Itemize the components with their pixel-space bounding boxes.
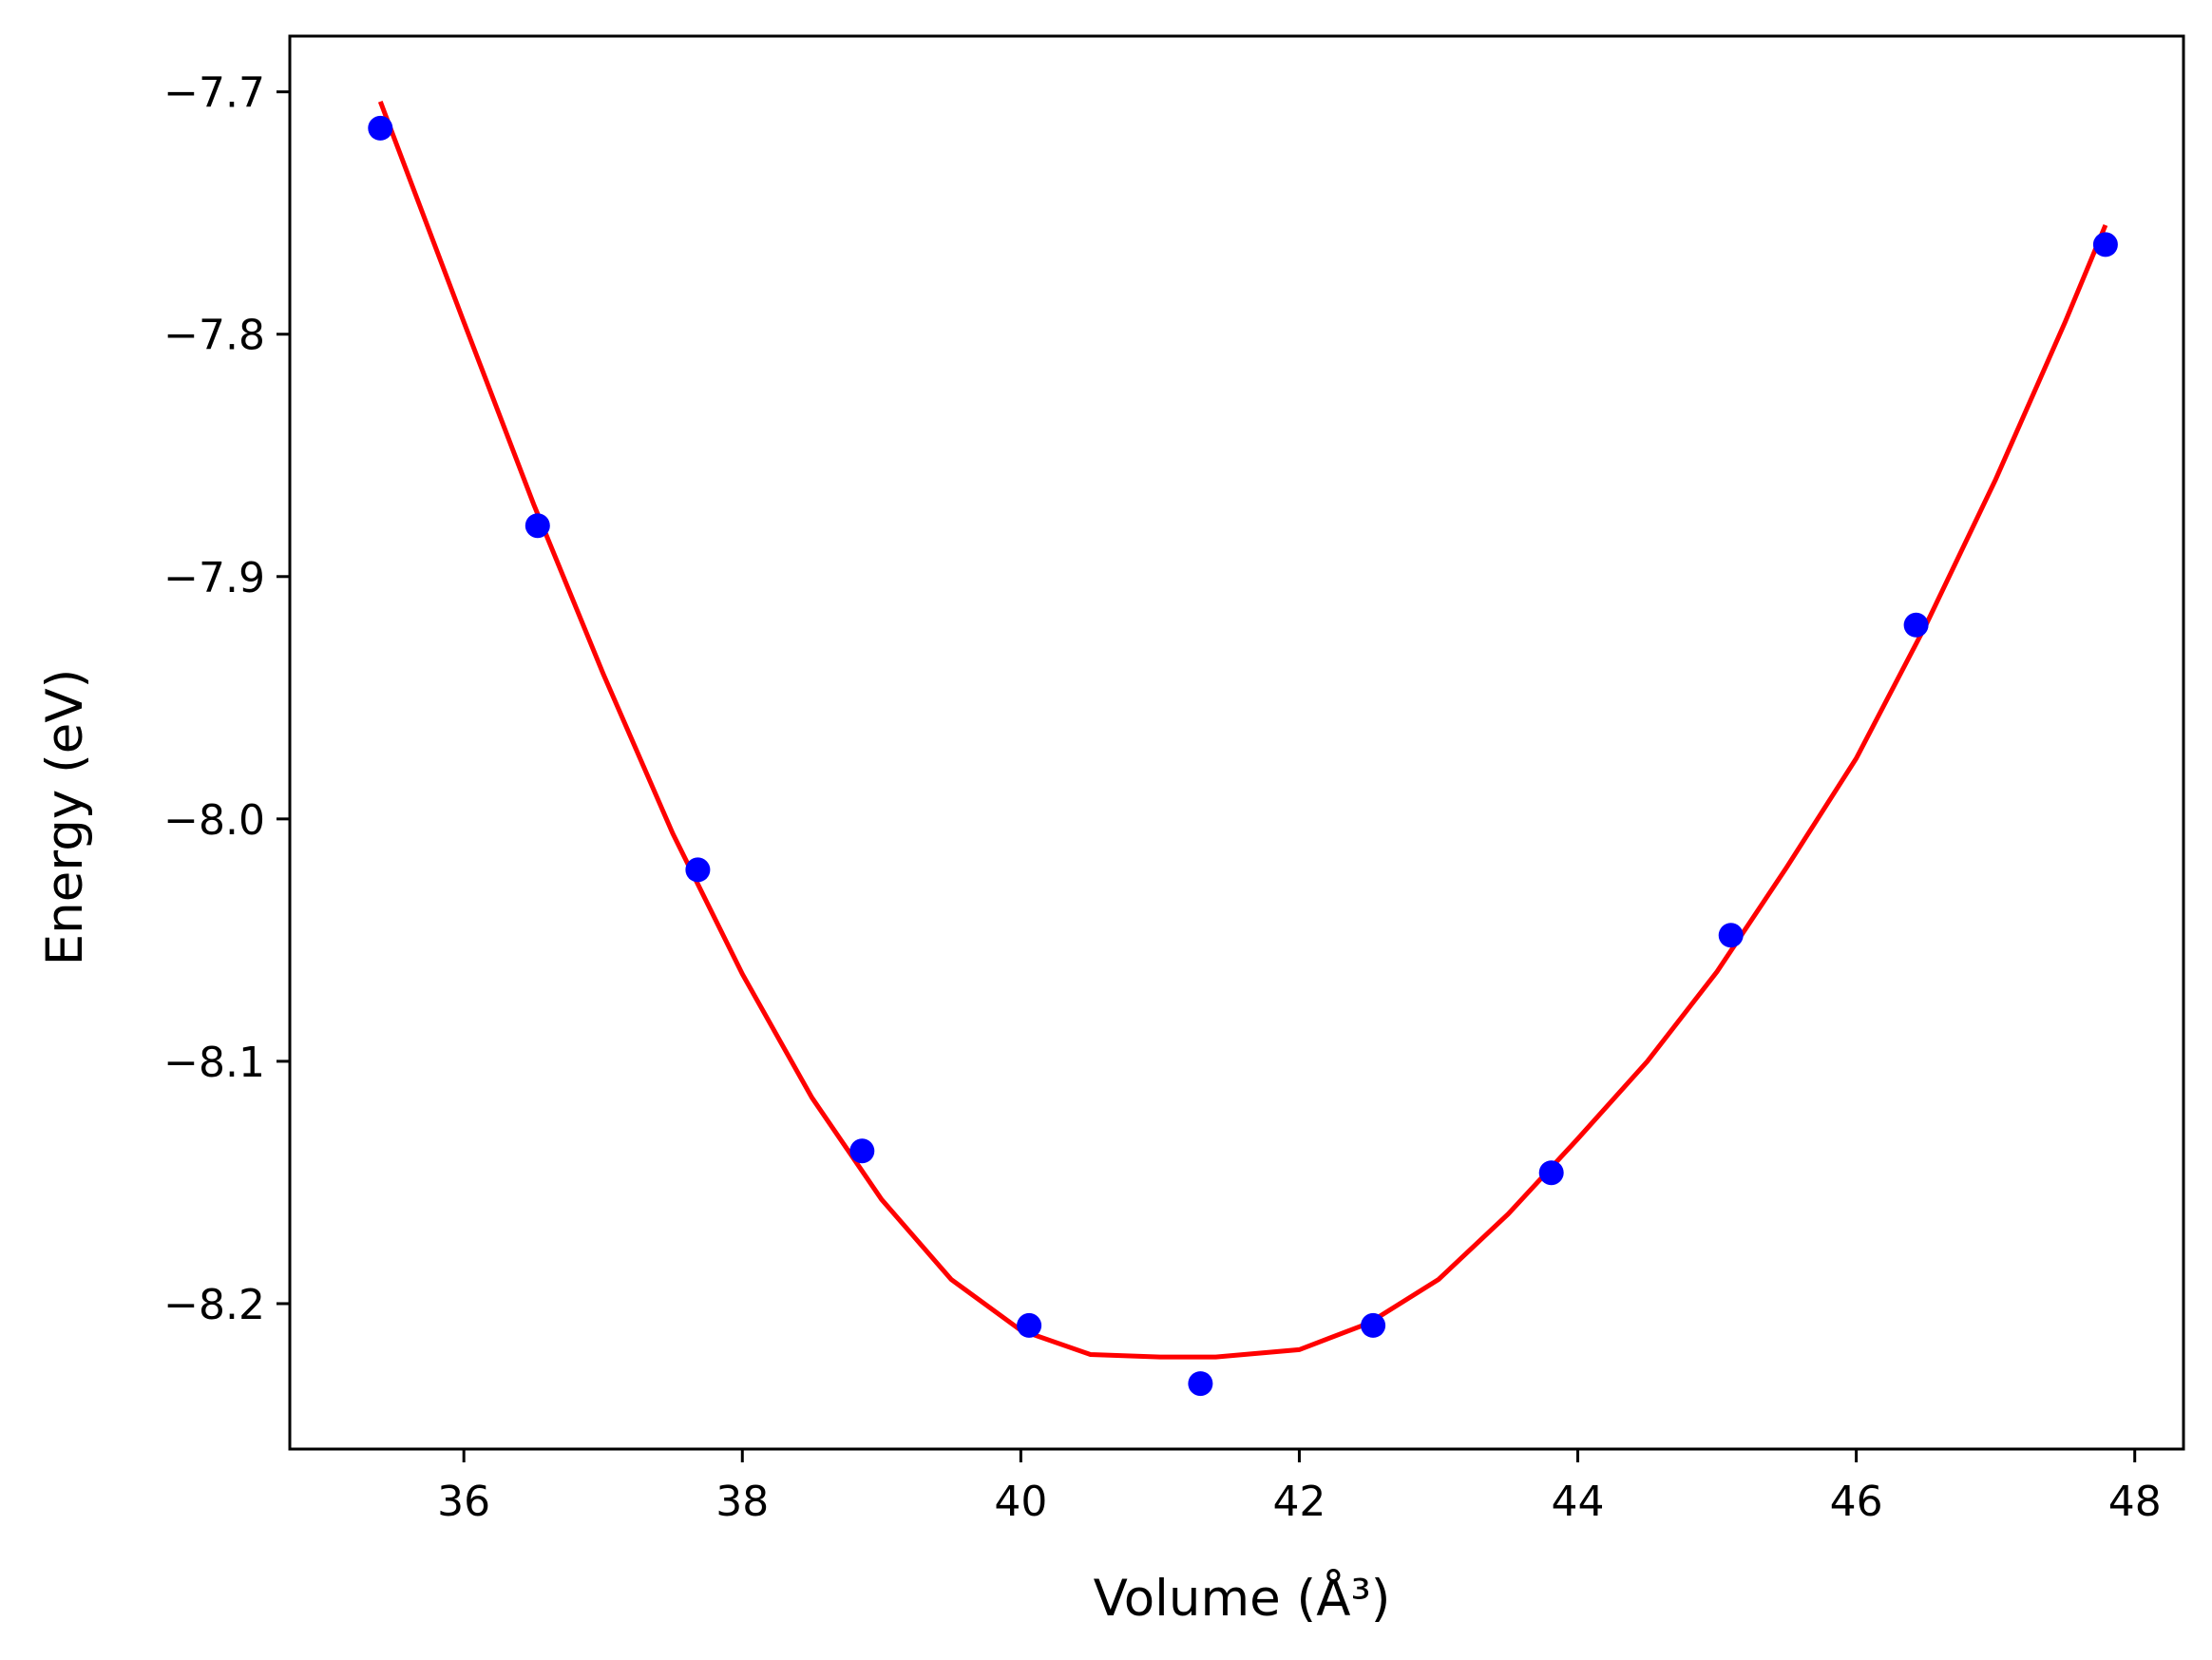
x-tick-label: 36 — [437, 1478, 490, 1526]
plot-area — [368, 101, 2118, 1397]
axes-frame — [288, 34, 2185, 1451]
y-tick-label: −8.2 — [163, 1281, 265, 1329]
data-point-1 — [368, 115, 393, 141]
fit-curve-line — [377, 101, 2108, 1360]
data-point-4 — [849, 1138, 875, 1164]
data-point-7 — [1361, 1312, 1386, 1338]
data-point-3 — [685, 857, 711, 883]
x-tick-label: 46 — [1830, 1478, 1883, 1526]
y-tick-label: −7.8 — [163, 312, 265, 360]
data-point-2 — [524, 513, 550, 539]
x-axis-label: Volume (Å³) — [1094, 1567, 1391, 1628]
y-tick-label: −7.9 — [163, 554, 265, 602]
data-point-8 — [1538, 1160, 1564, 1186]
x-tick-label: 40 — [994, 1478, 1047, 1526]
data-point-6 — [1188, 1371, 1213, 1397]
data-point-5 — [1017, 1312, 1042, 1338]
y-tick-label: −8.0 — [163, 796, 265, 845]
data-point-10 — [1903, 612, 1929, 638]
y-tick-label: −7.7 — [163, 69, 265, 118]
y-tick-label: −8.1 — [163, 1039, 265, 1087]
y-axis-label: Energy (eV) — [36, 669, 94, 966]
x-tick-label: 38 — [715, 1478, 769, 1526]
x-tick-label: 42 — [1272, 1478, 1325, 1526]
data-point-11 — [2092, 232, 2118, 258]
data-point-9 — [1718, 923, 1744, 948]
x-tick-label: 44 — [1552, 1478, 1605, 1526]
axes: 36 38 40 42 44 46 48 −7.7 −7.8 −7.9 −8.0 −8.1 −8.2 — [163, 34, 2185, 1526]
x-tick-label: 48 — [2108, 1478, 2162, 1526]
